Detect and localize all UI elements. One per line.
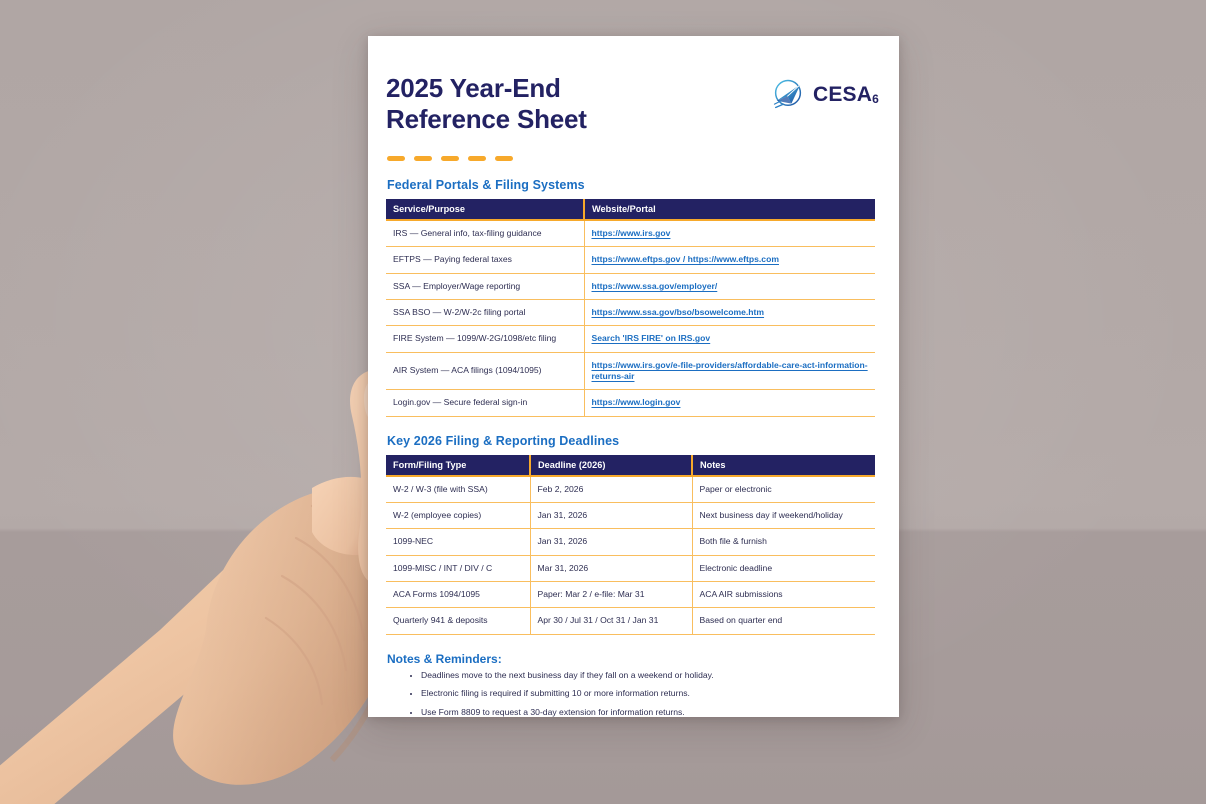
cell-form: ACA Forms 1094/1095	[386, 581, 531, 609]
cell-deadline: Paper: Mar 2 / e-file: Mar 31	[530, 581, 693, 609]
paper-plane-circle-icon	[773, 79, 802, 109]
cell-notes: Paper or electronic	[692, 475, 875, 504]
table-row: Login.gov — Secure federal sign-in https…	[386, 389, 875, 417]
portal-link[interactable]: Search 'IRS FIRE' on IRS.gov	[591, 333, 711, 344]
portal-link[interactable]: https://www.ssa.gov/bso/bsowelcome.htm	[591, 307, 765, 318]
brand-name: CESA	[812, 82, 873, 106]
cell-website[interactable]: https://www.login.gov	[584, 389, 875, 417]
table-row: W-2 / W-3 (file with SSA) Feb 2, 2026 Pa…	[386, 475, 875, 504]
cell-service: FIRE System — 1099/W-2G/1098/etc filing	[386, 325, 585, 353]
notes-list: Deadlines move to the next business day …	[386, 670, 883, 719]
portal-link[interactable]: https://www.irs.gov	[591, 228, 671, 238]
portal-link[interactable]: https://www.login.gov	[591, 397, 681, 408]
list-item: Deadlines move to the next business day …	[421, 670, 883, 682]
table-row: SSA BSO — W-2/W-2c filing portal https:/…	[386, 299, 875, 327]
notes-heading: Notes & Reminders:	[387, 651, 502, 666]
cell-deadline: Feb 2, 2026	[530, 475, 693, 504]
cell-website[interactable]: https://www.eftps.gov / https://www.eftp…	[584, 246, 875, 274]
portal-link[interactable]: https://www.ssa.gov/employer/	[591, 280, 718, 291]
cell-deadline: Jan 31, 2026	[530, 502, 693, 530]
cell-deadline: Jan 31, 2026	[530, 528, 693, 556]
cell-service: SSA BSO — W-2/W-2c filing portal	[386, 299, 585, 327]
column-header-deadline: Deadline (2026)	[530, 454, 693, 477]
column-header-website: Website/Portal	[584, 199, 875, 221]
column-header-notes: Notes	[692, 454, 875, 477]
portal-link[interactable]: https://www.irs.gov/e-file-providers/aff…	[591, 359, 868, 382]
table-row: EFTPS — Paying federal taxes https://www…	[386, 246, 875, 274]
cell-website[interactable]: Search 'IRS FIRE' on IRS.gov	[584, 325, 875, 353]
rule-dash	[495, 156, 513, 161]
cell-service: IRS — General info, tax-filing guidance	[386, 220, 585, 248]
cell-form: W-2 (employee copies)	[386, 502, 531, 530]
cell-website[interactable]: https://www.irs.gov/e-file-providers/aff…	[584, 352, 875, 391]
reference-sheet-paper: 2025 Year-End Reference Sheet	[368, 36, 899, 717]
cell-form: 1099-MISC / INT / DIV / C	[386, 555, 531, 583]
cell-form: 1099-NEC	[386, 528, 531, 556]
cell-form: Quarterly 941 & deposits	[386, 607, 531, 635]
table-header-row: Service/Purpose Website/Portal	[386, 199, 875, 221]
table-row: FIRE System — 1099/W-2G/1098/etc filing …	[386, 325, 875, 353]
dashed-rule-divider	[387, 156, 883, 161]
portal-link[interactable]: https://www.eftps.gov / https://www.eftp…	[591, 254, 779, 265]
document-header: 2025 Year-End Reference Sheet	[386, 58, 883, 150]
cell-notes: Both file & furnish	[692, 528, 875, 556]
brand-lockup: CESA6	[770, 76, 879, 112]
table-row: IRS — General info, tax-filing guidance …	[386, 220, 875, 248]
cell-form: W-2 / W-3 (file with SSA)	[386, 475, 531, 504]
rule-dash	[468, 156, 486, 161]
filing-deadlines-table: Form/Filing Type Deadline (2026) Notes W…	[386, 454, 875, 635]
table-row: 1099-NEC Jan 31, 2026 Both file & furnis…	[386, 528, 875, 556]
cell-service: AIR System — ACA filings (1094/1095)	[386, 352, 585, 391]
section-heading-federal-portals: Federal Portals & Filing Systems	[387, 178, 585, 192]
list-item: Use Form 8809 to request a 30-day extens…	[421, 707, 883, 719]
cell-service: Login.gov — Secure federal sign-in	[386, 389, 585, 417]
cell-service: EFTPS — Paying federal taxes	[386, 246, 585, 274]
cell-notes: Next business day if weekend/holiday	[692, 502, 875, 530]
brand-subscript: 6	[872, 91, 879, 106]
rule-dash	[441, 156, 459, 161]
section-heading-deadlines: Key 2026 Filing & Reporting Deadlines	[387, 433, 620, 448]
cell-notes: Based on quarter end	[692, 607, 875, 635]
cell-notes: ACA AIR submissions	[692, 581, 875, 609]
cell-deadline: Apr 30 / Jul 31 / Oct 31 / Jan 31	[530, 607, 693, 635]
page-title: 2025 Year-End Reference Sheet	[386, 73, 587, 134]
table-row: Quarterly 941 & deposits Apr 30 / Jul 31…	[386, 607, 875, 635]
column-header-service: Service/Purpose	[386, 199, 585, 221]
table-row: W-2 (employee copies) Jan 31, 2026 Next …	[386, 502, 875, 530]
column-header-form: Form/Filing Type	[386, 454, 531, 477]
cell-notes: Electronic deadline	[692, 555, 875, 583]
table-header-row: Form/Filing Type Deadline (2026) Notes	[386, 454, 875, 477]
rule-dash	[414, 156, 432, 161]
cell-service: SSA — Employer/Wage reporting	[386, 273, 585, 301]
rule-dash	[387, 156, 405, 161]
cell-website[interactable]: https://www.ssa.gov/employer/	[584, 273, 875, 301]
cell-website[interactable]: https://www.irs.gov	[584, 220, 875, 248]
cell-deadline: Mar 31, 2026	[530, 555, 693, 583]
list-item: Electronic filing is required if submitt…	[421, 688, 883, 700]
cell-website[interactable]: https://www.ssa.gov/bso/bsowelcome.htm	[584, 299, 875, 327]
table-row: AIR System — ACA filings (1094/1095) htt…	[386, 352, 875, 391]
table-row: 1099-MISC / INT / DIV / C Mar 31, 2026 E…	[386, 555, 875, 583]
brand-wordmark: CESA6	[813, 84, 879, 105]
table-row: SSA — Employer/Wage reporting https://ww…	[386, 273, 875, 301]
table-row: ACA Forms 1094/1095 Paper: Mar 2 / e-fil…	[386, 581, 875, 609]
federal-portals-table: Service/Purpose Website/Portal IRS — Gen…	[386, 199, 875, 417]
